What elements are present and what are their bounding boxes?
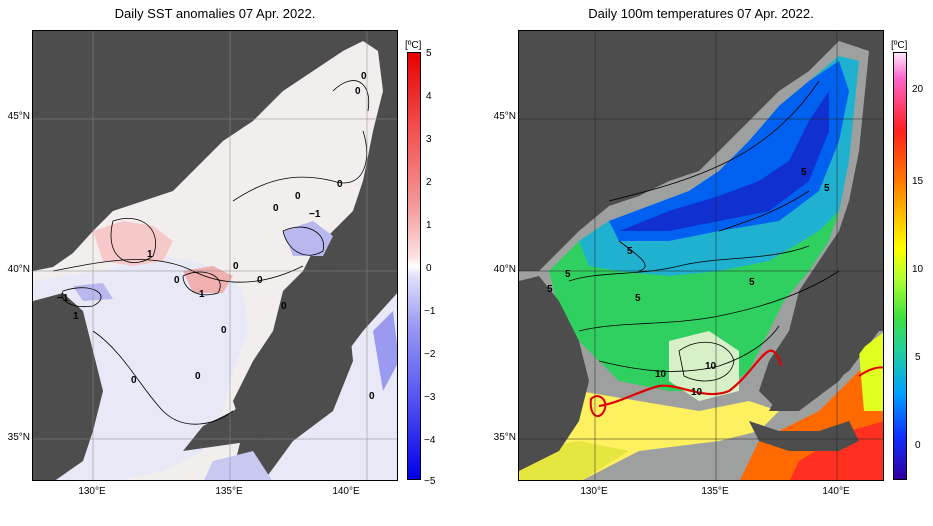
contour-label: 5: [749, 277, 755, 288]
contour-label: 5: [635, 293, 641, 304]
contour-label: 0: [233, 261, 239, 272]
contour-label: 0: [221, 325, 227, 336]
lat-label-35n: 35°N: [493, 432, 516, 443]
colorbar-tick: 10: [912, 264, 924, 275]
contour-label: 1: [199, 289, 205, 300]
contour-label: 5: [547, 284, 553, 295]
contour-label: 0: [355, 86, 361, 97]
contour-label: 0: [174, 275, 180, 286]
temp-100m-map: 5 5 5 5 5 5 5 10 10 10: [518, 30, 884, 481]
sst-anomaly-svg: [33, 31, 397, 480]
contour-label: 10: [705, 361, 717, 372]
contour-label: 10: [691, 387, 703, 398]
contour-label: 0: [273, 203, 279, 214]
contour-label: −1: [309, 209, 321, 220]
contour-label: −1: [57, 293, 69, 304]
contour-label: 10: [655, 369, 667, 380]
lat-label-45n: 45°N: [493, 111, 516, 122]
colorbar-tick: 20: [912, 84, 924, 95]
lat-label-45n: 45°N: [7, 111, 30, 122]
temp-100m-colorbar: [893, 52, 907, 480]
colorbar-tick: 0: [426, 263, 432, 274]
lat-label-40n: 40°N: [493, 264, 516, 275]
colorbar-tick: −2: [424, 349, 436, 360]
temp-colorbar-unit: [ºC]: [891, 40, 908, 51]
contour-label: 0: [295, 191, 301, 202]
contour-label: 0: [257, 275, 263, 286]
colorbar-tick: 2: [426, 177, 432, 188]
lon-label-130e: 130°E: [78, 486, 106, 497]
sst-colorbar-unit: [ºC]: [405, 40, 422, 51]
contour-label: 5: [824, 183, 830, 194]
contour-label: 5: [565, 269, 571, 280]
contour-label: 0: [361, 71, 367, 82]
colorbar-tick: 0: [915, 440, 921, 451]
colorbar-tick: −4: [424, 435, 436, 446]
lon-label-130e: 130°E: [580, 486, 608, 497]
colorbar-tick: 3: [426, 134, 432, 145]
lat-label-40n: 40°N: [7, 264, 30, 275]
temp-100m-title: Daily 100m temperatures 07 Apr. 2022.: [588, 6, 814, 21]
lon-label-135e: 135°E: [215, 486, 243, 497]
colorbar-tick: −3: [424, 392, 436, 403]
contour-label: 1: [73, 311, 79, 322]
contour-label: 0: [369, 391, 375, 402]
colorbar-tick: 5: [915, 352, 921, 363]
lat-label-35n: 35°N: [7, 432, 30, 443]
contour-label: 5: [801, 167, 807, 178]
colorbar-tick: −5: [424, 476, 436, 487]
contour-label: 0: [131, 375, 137, 386]
lon-label-135e: 135°E: [701, 486, 729, 497]
sst-anomaly-map: 0 0 0 0 −1 1 0 0 0 1 0 0 −1 1 0 0 0 0 1: [32, 30, 398, 481]
contour-label: 0: [281, 301, 287, 312]
lon-label-140e: 140°E: [822, 486, 850, 497]
contour-label: 0: [337, 179, 343, 190]
colorbar-tick: 5: [426, 48, 432, 59]
contour-label: 5: [627, 246, 633, 257]
colorbar-tick: −1: [424, 306, 436, 317]
contour-label: 1: [147, 249, 153, 260]
contour-label: 0: [195, 371, 201, 382]
lon-label-140e: 140°E: [332, 486, 360, 497]
sst-anomaly-colorbar: [407, 52, 421, 480]
colorbar-tick: 1: [426, 220, 432, 231]
colorbar-tick: 15: [912, 176, 924, 187]
sst-anomaly-title: Daily SST anomalies 07 Apr. 2022.: [114, 6, 316, 21]
colorbar-tick: 4: [426, 91, 432, 102]
temp-100m-svg: [519, 31, 883, 480]
front-line: [598, 349, 783, 408]
